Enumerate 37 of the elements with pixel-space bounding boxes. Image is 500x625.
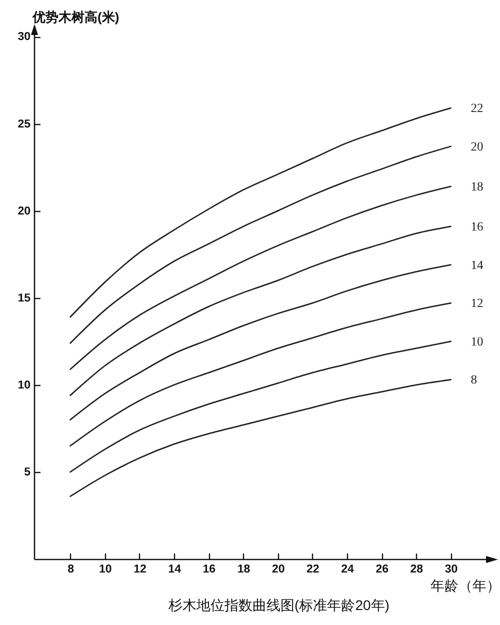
line-series xyxy=(70,340,452,473)
series-label: 10 xyxy=(470,334,484,348)
line-series xyxy=(70,264,452,420)
series-label: 12 xyxy=(470,296,484,310)
y-tick-label: 20 xyxy=(18,205,30,218)
text: 杉木地位指数曲线图(标准年龄20年) xyxy=(168,597,390,613)
x-tick-label: 16 xyxy=(202,564,216,576)
x-tick-label: 14 xyxy=(168,564,182,576)
x-tick-label: 24 xyxy=(341,564,355,576)
y-tick-label: 25 xyxy=(18,118,32,130)
line-series xyxy=(70,107,452,318)
x-tick-label: 22 xyxy=(306,564,320,576)
y-tick-label: 10 xyxy=(18,379,30,392)
x-tick-label: 30 xyxy=(444,564,458,576)
x-tick-label: 12 xyxy=(134,564,146,576)
y-axis-title: 优势木树高(米) xyxy=(32,10,120,24)
series-label: 20 xyxy=(470,139,484,154)
line-series xyxy=(70,378,452,498)
x-tick-label: 18 xyxy=(237,564,251,576)
x-tick-label: 28 xyxy=(410,564,424,576)
y-tick-label: 5 xyxy=(24,466,32,478)
x-tick-label: 26 xyxy=(376,564,388,576)
y-tick-label: 30 xyxy=(18,31,30,44)
series-label: 14 xyxy=(470,258,484,272)
series-label: 22 xyxy=(470,101,484,116)
x-axis-title: 年龄（年） xyxy=(430,578,500,594)
series-label: 18 xyxy=(470,179,484,194)
x-tick-label: 8 xyxy=(68,564,75,576)
line-series xyxy=(70,302,452,447)
line-series xyxy=(70,186,452,370)
series-label: 16 xyxy=(470,219,484,234)
line-series xyxy=(70,146,452,344)
x-tick-label: 10 xyxy=(99,564,112,576)
x-tick-label: 20 xyxy=(272,564,285,576)
y-tick-label: 15 xyxy=(18,292,32,304)
series-label: 8 xyxy=(470,372,478,387)
line-series xyxy=(70,226,452,396)
